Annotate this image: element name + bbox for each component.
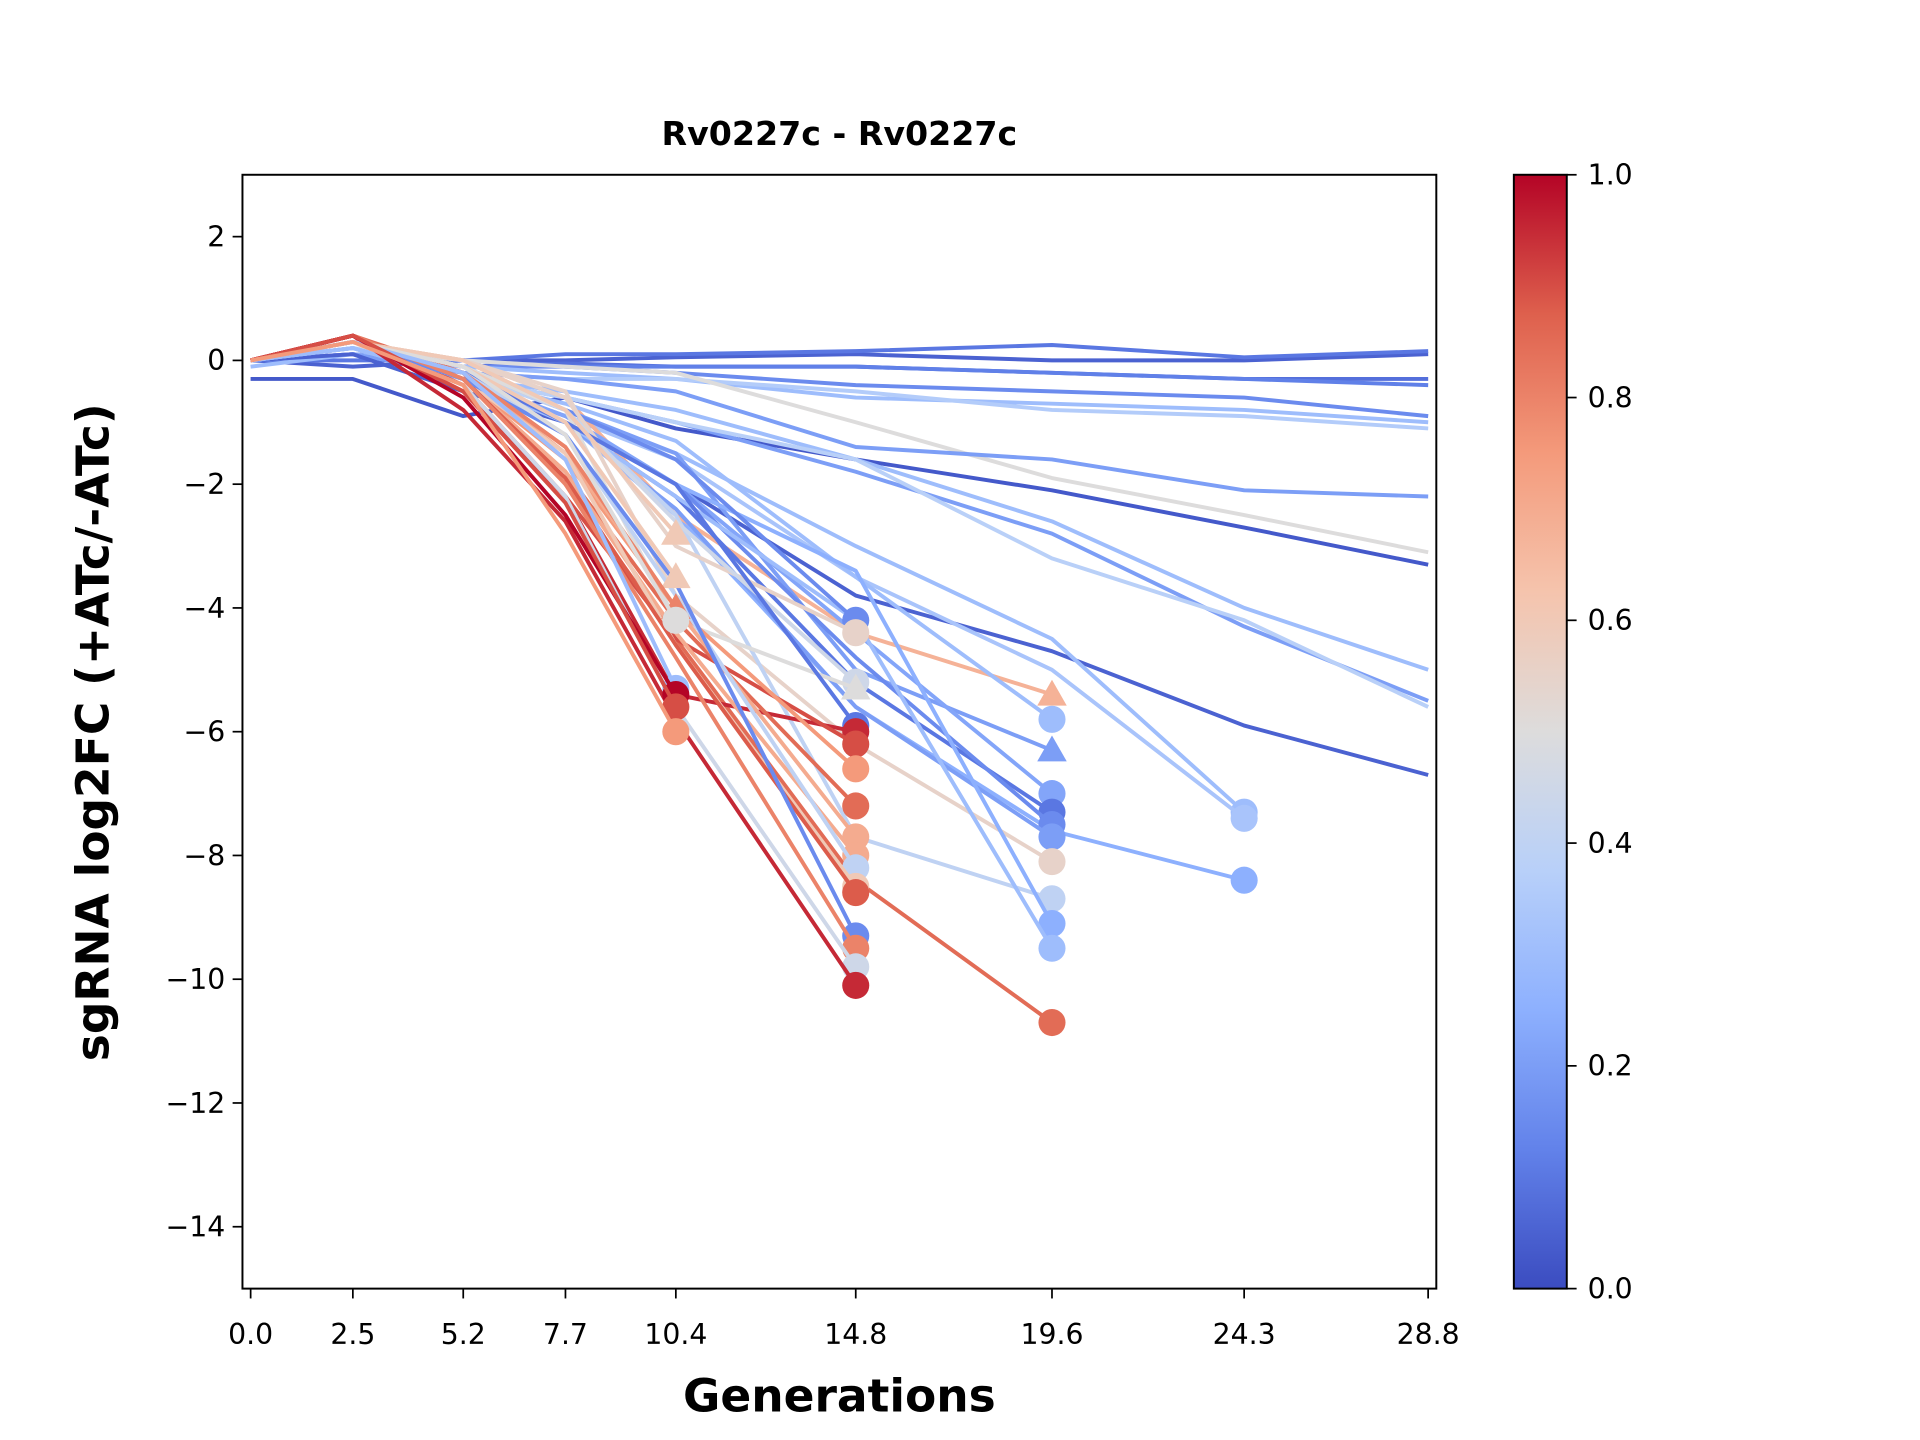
colorbar: 1.0 0.8 0.6 0.4 0.2 0.0 (1512, 159, 1633, 1305)
series-end-marker-circle (662, 606, 690, 634)
series-layer (250, 333, 1430, 1037)
series-end-marker-triangle (1037, 735, 1067, 762)
x-tick-label: 2.5 (330, 1318, 375, 1351)
series-end-marker-circle (842, 619, 870, 647)
series-end-marker-circle (842, 879, 870, 907)
series-line (250, 339, 1054, 796)
series-line (250, 333, 678, 708)
series-line (250, 346, 1054, 721)
x-axis: 0.0 2.5 5.2 7.7 10.4 14.8 19.6 24.3 28.8 (228, 1288, 1460, 1351)
series-end-marker-triangle (840, 673, 871, 700)
series-end-marker-circle (1038, 823, 1066, 851)
series-end-marker-circle (1038, 885, 1066, 913)
colorbar-tick-label: 0.4 (1588, 827, 1633, 860)
colorbar-gradient (1512, 173, 1568, 1290)
y-axis-label: sgRNA log2FC (+ATc/-ATc) (66, 403, 119, 1061)
series-end-marker-circle (662, 718, 690, 746)
colorbar-tick-label: 0.0 (1588, 1272, 1633, 1305)
y-tick-label: −14 (166, 1211, 226, 1244)
series-end-marker-circle (1038, 780, 1066, 808)
series-end-marker-circle (842, 971, 870, 999)
x-tick-label: 7.7 (543, 1318, 588, 1351)
series-end-marker-circle (1230, 866, 1258, 894)
series-end-marker-circle (662, 693, 690, 721)
series-end-marker-circle (1038, 848, 1066, 876)
y-tick-label: 0 (207, 344, 225, 377)
x-tick-label: 19.6 (1020, 1318, 1083, 1351)
y-tick-label: 2 (207, 220, 225, 253)
series-line (250, 376, 1429, 567)
series-line (250, 339, 858, 937)
series-end-marker-circle (1038, 705, 1066, 733)
x-tick-label: 14.8 (824, 1318, 887, 1351)
y-tick-label: −12 (166, 1087, 226, 1120)
colorbar-ticks: 1.0 0.8 0.6 0.4 0.2 0.0 (1566, 159, 1633, 1305)
x-tick-label: 28.8 (1397, 1318, 1460, 1351)
series-end-marker-triangle (661, 562, 691, 589)
y-axis: 2 0 −2 −4 −6 −8 −10 −12 −14 (166, 220, 243, 1244)
y-tick-label: −10 (166, 963, 226, 996)
series-end-marker-triangle (1037, 679, 1067, 706)
series-end-marker-circle (1038, 1008, 1066, 1037)
series-end-marker-triangle (661, 518, 691, 545)
y-tick-label: −2 (184, 468, 226, 501)
x-tick-label: 0.0 (228, 1318, 273, 1351)
series-end-marker-circle (1230, 804, 1258, 832)
y-tick-label: −6 (184, 716, 226, 749)
y-tick-label: −8 (184, 839, 226, 872)
x-tick-label: 5.2 (441, 1318, 486, 1351)
series-end-marker-circle (842, 730, 870, 758)
colorbar-tick-label: 1.0 (1588, 159, 1633, 192)
x-axis-label: Generations (683, 1370, 996, 1423)
series-end-marker-circle (1038, 909, 1066, 938)
chart-title: Rv0227c - Rv0227c (662, 114, 1018, 153)
series-end-marker-circle (842, 792, 870, 820)
x-tick-label: 10.4 (644, 1318, 707, 1351)
y-tick-label: −4 (184, 592, 226, 625)
x-tick-label: 24.3 (1213, 1318, 1276, 1351)
series-line (250, 339, 1245, 883)
series-end-marker-circle (1038, 934, 1066, 962)
colorbar-tick-label: 0.6 (1588, 604, 1633, 637)
series-end-marker-circle (842, 823, 870, 851)
colorbar-tick-label: 0.8 (1588, 381, 1633, 414)
series-end-marker-circle (842, 755, 870, 783)
colorbar-tick-label: 0.2 (1588, 1050, 1633, 1083)
series-line (250, 339, 678, 733)
